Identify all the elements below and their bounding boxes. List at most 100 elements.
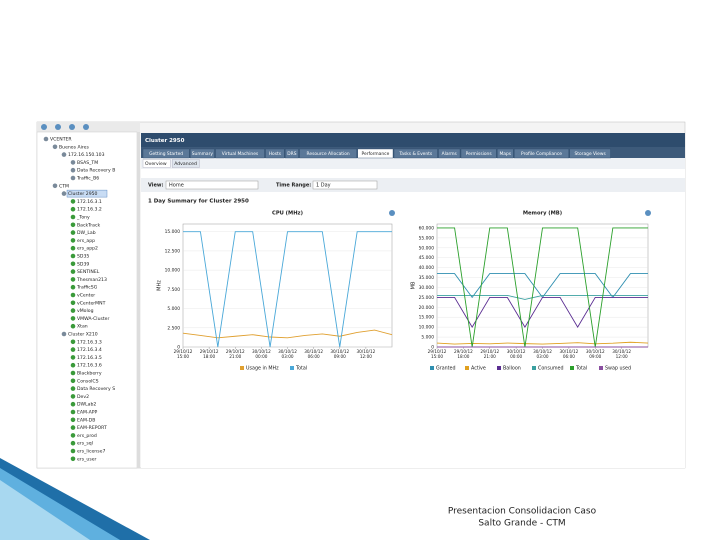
tab[interactable]: [215, 148, 265, 159]
tree-icon: [70, 394, 76, 399]
tab-label[interactable]: Maps: [499, 151, 511, 157]
tab[interactable]: [497, 148, 514, 159]
tree-item[interactable]: ers_app2: [77, 246, 98, 252]
tree-item[interactable]: 172.16.3.6: [77, 363, 102, 369]
legend-label: Total: [575, 366, 587, 372]
tab-label[interactable]: Resource Allocation: [307, 151, 350, 157]
tab[interactable]: [514, 148, 569, 159]
tab[interactable]: [393, 148, 438, 159]
tree-item[interactable]: Data Recovery B: [77, 168, 115, 174]
tab-label[interactable]: Profile Compliance: [521, 151, 562, 157]
tab[interactable]: [438, 148, 461, 159]
tab-label[interactable]: Getting Started: [149, 151, 183, 157]
tree-icon: [52, 183, 58, 189]
tree-item[interactable]: EAM-APP: [77, 410, 97, 416]
y-tick-label: 60.000: [419, 225, 435, 231]
tab[interactable]: [460, 148, 497, 159]
tree-item[interactable]: CTM: [59, 183, 69, 189]
tree-item[interactable]: ers_user: [77, 456, 97, 462]
chart-icon[interactable]: [389, 210, 395, 216]
tree-item[interactable]: DW_Lab: [77, 230, 96, 236]
x-tick-label: 12:00: [616, 354, 628, 359]
tab-label[interactable]: Alarms: [442, 151, 458, 157]
tree-item[interactable]: Cluster 2950: [68, 191, 98, 197]
tree-item[interactable]: vMolog: [77, 308, 94, 314]
toolbar-icon[interactable]: [69, 124, 75, 130]
tree-item[interactable]: Data Recovery S: [77, 386, 115, 392]
tab-label[interactable]: Summary: [192, 151, 214, 157]
tree-item[interactable]: vCenter: [77, 293, 95, 299]
tree-icon: [70, 386, 76, 391]
tree-item[interactable]: DWLab2: [77, 402, 96, 408]
x-tick-label: 00:00: [255, 354, 267, 359]
tab-label[interactable]: Hosts: [269, 151, 282, 157]
x-tick-date: 30/10/12: [278, 349, 297, 354]
tree-item[interactable]: _Tony: [76, 215, 90, 221]
tree-item[interactable]: ers_sql: [77, 441, 93, 447]
toolbar-icon[interactable]: [41, 124, 47, 130]
tree-item[interactable]: 172.16.3.2: [77, 207, 102, 213]
subtab-label[interactable]: Advanced: [174, 161, 197, 167]
toolbar-icon[interactable]: [55, 124, 61, 130]
plot-area: [182, 223, 393, 348]
tree-item[interactable]: Thesman213: [76, 277, 107, 283]
subtab-label[interactable]: Overview: [145, 161, 167, 167]
range-select[interactable]: [312, 180, 378, 190]
subtab[interactable]: [171, 159, 200, 168]
tab-label[interactable]: Virtual Machines: [222, 151, 259, 157]
tree-item[interactable]: TrafficSG: [76, 285, 98, 291]
tree-item[interactable]: 172.16.150.103: [68, 152, 105, 158]
series-line: [436, 341, 649, 345]
subtab-bar: [141, 158, 685, 169]
tree-item[interactable]: VMWA-Cluster: [77, 316, 110, 322]
tree-item[interactable]: 172.16.3.1: [77, 199, 102, 205]
tree-item[interactable]: EAM-REPORT: [77, 425, 107, 431]
tree-item[interactable]: Dev2: [77, 394, 89, 400]
tab-label[interactable]: Storage Views: [574, 151, 606, 157]
tree-item[interactable]: VCENTER: [50, 137, 72, 143]
tree-item[interactable]: SENTINEL: [77, 269, 100, 275]
tree-item[interactable]: Xtan: [77, 324, 88, 330]
tab[interactable]: [190, 148, 215, 159]
tree-icon: [70, 269, 76, 274]
tab[interactable]: [569, 148, 611, 159]
tab[interactable]: [265, 148, 285, 159]
tree-item[interactable]: SD39: [77, 261, 89, 267]
y-tick-label: 40.000: [419, 265, 435, 271]
tab-label[interactable]: Performance: [361, 151, 389, 157]
tree-item[interactable]: Cluster X210: [68, 332, 98, 338]
tree-item[interactable]: Buenos Aires: [59, 144, 89, 150]
view-bar: [141, 178, 685, 192]
tab-label[interactable]: Tasks & Events: [398, 151, 433, 157]
tree-item[interactable]: ers_license7: [77, 449, 105, 455]
tree-item[interactable]: ers_prod: [77, 433, 97, 439]
view-select[interactable]: [165, 180, 259, 190]
tab-label[interactable]: DRS: [287, 151, 296, 157]
decor-shape: [0, 480, 90, 540]
tree-item[interactable]: Traffic_B6: [76, 176, 99, 182]
toolbar-icon[interactable]: [83, 124, 89, 130]
tree-selection: [66, 189, 108, 198]
tree-item[interactable]: 172.16.3.4: [77, 347, 102, 353]
tree-item[interactable]: EAM-DB: [77, 417, 95, 423]
tree-item[interactable]: vCenterMNT: [77, 300, 106, 306]
tab[interactable]: [142, 148, 190, 159]
legend-label: Usage in MHz: [246, 366, 279, 372]
subtab[interactable]: [142, 159, 171, 168]
y-tick-label: 20.000: [419, 305, 435, 311]
tab-label[interactable]: Permissions: [466, 151, 493, 157]
series-line: [437, 294, 648, 300]
tree-item[interactable]: ConsolCS: [77, 378, 99, 384]
x-tick-label: 03:00: [281, 354, 293, 359]
tree-item[interactable]: BackTrack: [77, 222, 101, 228]
tab[interactable]: [357, 148, 394, 159]
tree-item[interactable]: BSAS_TM: [77, 160, 98, 166]
tree-item[interactable]: 172.16.3.5: [77, 355, 102, 361]
tree-item[interactable]: Blackberry: [77, 371, 102, 377]
tab[interactable]: [285, 148, 299, 159]
tree-item[interactable]: SD35: [77, 254, 89, 260]
tree-item[interactable]: ers_app: [77, 238, 95, 244]
tab[interactable]: [299, 148, 357, 159]
chart-icon[interactable]: [645, 210, 651, 216]
tree-item[interactable]: 172.16.3.3: [77, 339, 102, 345]
